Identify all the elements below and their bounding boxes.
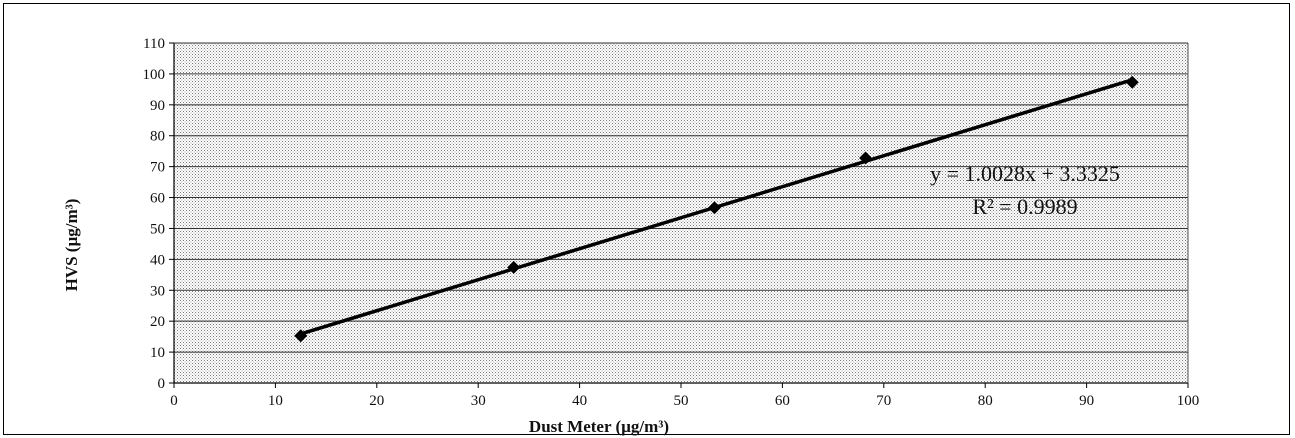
y-tick-label: 10 [150,345,165,361]
x-axis-title: Dust Meter (µg/m³) [529,417,669,436]
x-tick-label: 70 [876,393,891,409]
x-tick-label: 80 [978,393,993,409]
y-tick-label: 60 [150,191,165,207]
x-tick-label: 0 [170,393,178,409]
x-tick-label: 60 [775,393,790,409]
x-tick-label: 50 [674,393,689,409]
y-tick-label: 0 [158,376,166,392]
gridlines [174,42,1188,353]
y-tick-label: 100 [143,67,166,83]
x-tick-label: 20 [369,393,384,409]
y-tick-label: 70 [150,160,165,176]
y-tick-label: 40 [150,252,165,268]
data-point [294,329,308,343]
y-tick-label: 80 [150,129,165,145]
data-point [1125,75,1139,89]
x-tick-label: 10 [268,393,283,409]
plot-area [174,43,1188,383]
y-axis-title: HVS (µg/m³) [62,199,81,292]
x-tick-label: 30 [471,393,486,409]
r-squared-label: R² = 0.9989 [972,194,1077,219]
x-tick-label: 90 [1079,393,1094,409]
data-point [707,201,721,215]
y-tick-label: 30 [150,283,165,299]
x-tick-label: 100 [1177,393,1200,409]
data-point [507,260,521,274]
y-tick-label: 110 [143,36,165,52]
y-tick-labels: 0 10 20 30 40 50 60 70 80 90 100 110 [143,36,174,392]
data-point [859,151,873,165]
data-points [294,75,1139,343]
y-tick-label: 90 [150,98,165,114]
equation-label: y = 1.0028x + 3.3325 [930,161,1120,186]
x-tick-labels: 0 10 20 30 40 50 60 70 80 90 100 [170,383,1199,409]
y-tick-label: 20 [150,314,165,330]
x-tick-label: 40 [572,393,587,409]
y-tick-label: 50 [150,221,165,237]
